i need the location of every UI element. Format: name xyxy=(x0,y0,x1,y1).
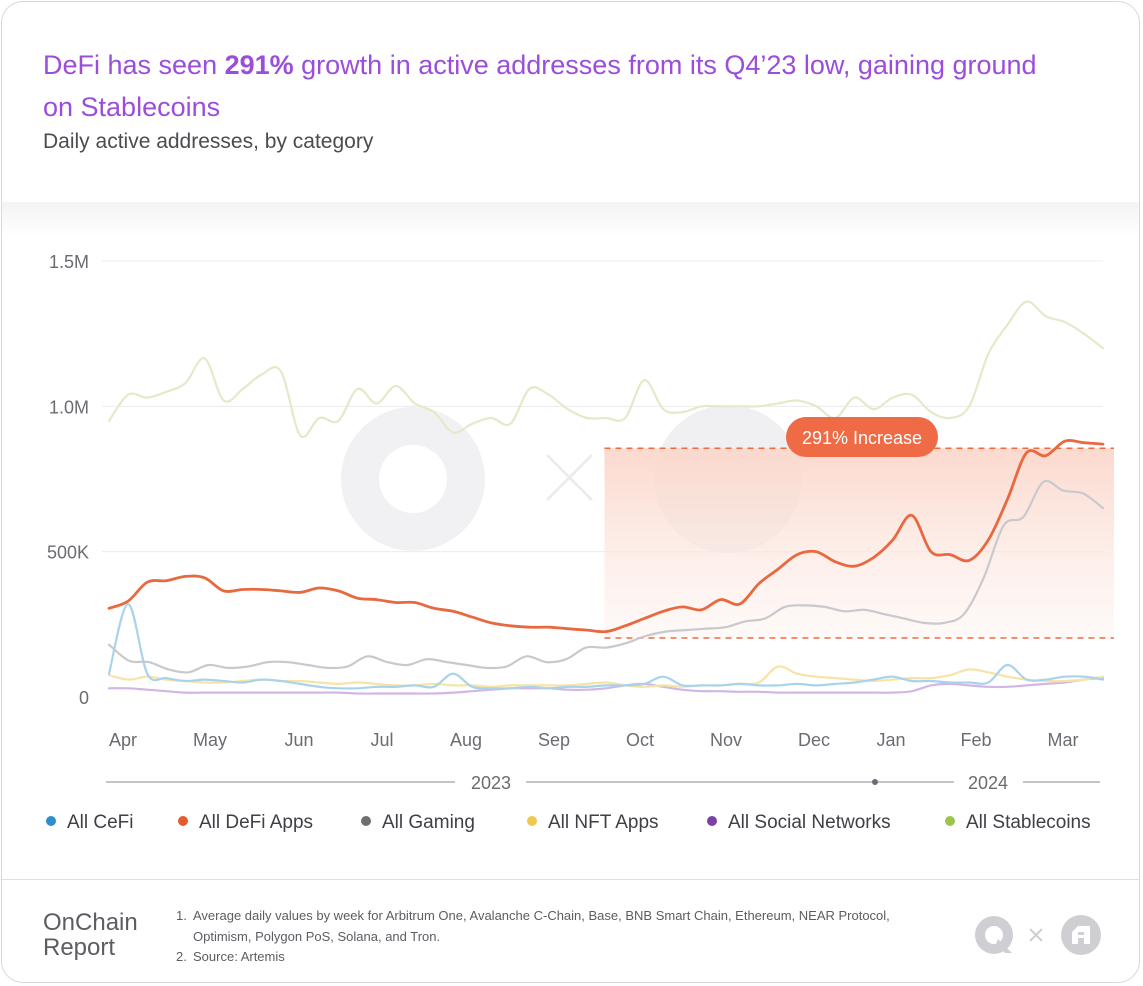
x-tick-label: Aug xyxy=(450,730,482,750)
x-tick-label: Sep xyxy=(538,730,570,750)
legend-label: All NFT Apps xyxy=(548,812,659,833)
year-label: 2023 xyxy=(471,773,511,793)
legend-dot-icon xyxy=(527,816,537,826)
chart-area: 0 500K 1.0M 1.5M Apr May Jun Jul Aug Sep Oct Nov De… xyxy=(2,202,1139,880)
year-label: 2024 xyxy=(968,773,1008,793)
watermark-q-logo-hole xyxy=(379,445,447,513)
chart-subtitle: Daily active addresses, by category xyxy=(43,130,374,153)
x-tick-label: Jun xyxy=(284,730,313,750)
legend-dot-icon xyxy=(361,816,371,826)
footnote: 1. Average daily values by week for Arbit… xyxy=(176,908,890,944)
legend-dot-icon xyxy=(707,816,717,826)
title-highlight: 291% xyxy=(224,50,294,80)
chart-header: DeFi has seen 291% growth in active addr… xyxy=(2,2,1139,203)
series-line-social xyxy=(107,677,1105,695)
legend-item-gaming: All Gaming xyxy=(361,812,475,834)
increase-highlight-band xyxy=(604,448,1114,639)
x-tick-label: May xyxy=(193,730,227,750)
y-tick-label: 1.5M xyxy=(49,252,89,272)
year-boundary-marker xyxy=(872,779,878,785)
footnotes: 1. Average daily values by week for Arbit… xyxy=(176,906,890,968)
increase-annotation-label: 291% Increase xyxy=(802,428,922,448)
footer: OnChain Report 1. Average daily values by… xyxy=(2,879,1139,982)
legend-label: All Stablecoins xyxy=(966,812,1091,833)
series-line-stablecoins xyxy=(107,300,1105,439)
legend-label: All CeFi xyxy=(67,812,134,833)
x-tick-label: Feb xyxy=(960,730,991,750)
y-tick-label: 500K xyxy=(47,543,89,563)
line-chart: 0 500K 1.0M 1.5M Apr May Jun Jul Aug Sep Oct Nov De… xyxy=(47,252,1114,793)
watermark-times-mark xyxy=(545,453,594,502)
brand-wordmark: OnChain Report xyxy=(43,909,138,961)
legend-dot-icon xyxy=(46,816,56,826)
legend-item-stablecoins: All Stablecoins xyxy=(945,812,1091,834)
series-line-cefi xyxy=(107,602,1105,690)
x-tick-label: Nov xyxy=(710,730,742,750)
y-tick-label: 0 xyxy=(79,688,89,708)
chart-title: DeFi has seen 291% growth in active addr… xyxy=(43,50,1037,122)
x-tick-label: Apr xyxy=(109,730,137,750)
x-tick-label: Jul xyxy=(370,730,393,750)
legend-item-cefi: All CeFi xyxy=(46,812,134,834)
footnote: 2. Source: Artemis xyxy=(176,949,285,964)
x-tick-label: Dec xyxy=(798,730,830,750)
legend-item-social: All Social Networks xyxy=(707,812,891,834)
legend-dot-icon xyxy=(178,816,188,826)
times-icon xyxy=(1029,928,1043,942)
legend-label: All DeFi Apps xyxy=(199,812,314,833)
x-tick-label: Mar xyxy=(1048,730,1079,750)
partner-logos xyxy=(975,915,1101,955)
x-tick-label: Jan xyxy=(876,730,905,750)
x-tick-label: Oct xyxy=(626,730,654,750)
legend-label: All Gaming xyxy=(382,812,475,833)
series-line-defi xyxy=(107,439,1105,634)
legend-item-defi: All DeFi Apps xyxy=(178,812,313,834)
legend-item-nft: All NFT Apps xyxy=(527,812,659,834)
increase-annotation-pill xyxy=(786,417,938,457)
legend-dot-icon xyxy=(945,816,955,826)
y-tick-label: 1.0M xyxy=(49,397,89,417)
legend-label: All Social Networks xyxy=(728,812,891,833)
series-line-gaming xyxy=(107,479,1105,674)
